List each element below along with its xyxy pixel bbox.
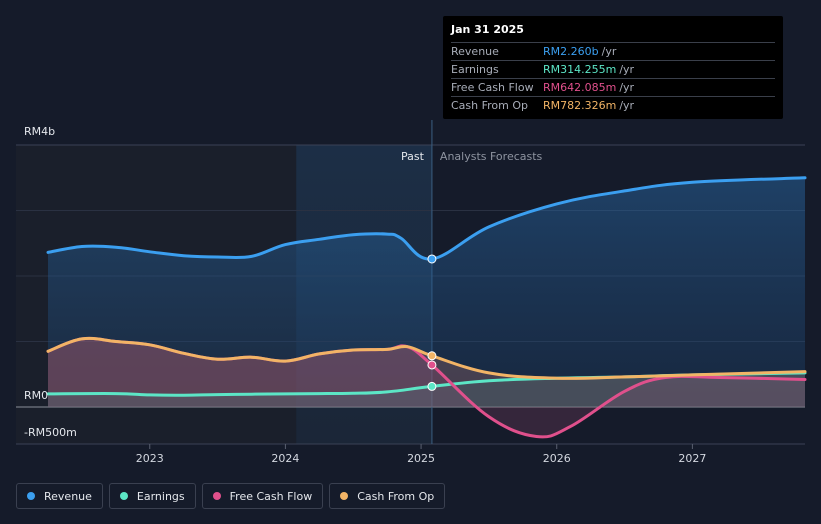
- legend-label: Earnings: [136, 489, 185, 503]
- tooltip-unit: /yr: [619, 81, 635, 94]
- y-tick-label: RM0: [24, 389, 48, 402]
- tooltip-unit: /yr: [619, 63, 635, 76]
- tooltip: Jan 31 2025 Revenue RM2.260b /yr Earning…: [443, 16, 783, 119]
- legend-item-revenue[interactable]: Revenue: [16, 483, 103, 509]
- cash-from-op-area: [48, 338, 805, 407]
- revenue-area: [48, 177, 805, 407]
- x-tick-label: 2026: [543, 452, 571, 465]
- tooltip-label: Free Cash Flow: [451, 81, 534, 94]
- legend-dot-revenue: [27, 492, 35, 500]
- legend-dot-free-cash-flow: [212, 492, 221, 500]
- earnings-marker: [427, 381, 437, 391]
- legend: Revenue Earnings Free Cash Flow Cash Fro…: [16, 483, 446, 509]
- revenue-line: [46, 176, 807, 261]
- tooltip-row-revenue: Revenue RM2.260b /yr: [451, 42, 775, 60]
- legend-label: Revenue: [44, 489, 92, 503]
- free-cash-flow-marker: [427, 360, 437, 370]
- tooltip-value: RM642.085m: [543, 81, 617, 94]
- tooltip-value: RM314.255m: [543, 63, 617, 76]
- past-label: Past: [401, 150, 425, 163]
- tooltip-date: Jan 31 2025: [451, 23, 524, 36]
- revenue-marker: [427, 254, 437, 264]
- x-tick-label: 2024: [271, 452, 299, 465]
- legend-label: Cash From Op: [357, 489, 435, 503]
- earnings-area: [48, 372, 805, 407]
- tooltip-value: RM2.260b: [543, 45, 599, 58]
- legend-label: Free Cash Flow: [229, 489, 313, 503]
- tooltip-label: Cash From Op: [451, 99, 529, 112]
- y-tick-label: RM4b: [24, 125, 55, 138]
- legend-item-free-cash-flow[interactable]: Free Cash Flow: [201, 483, 324, 509]
- x-tick-label: 2027: [678, 452, 706, 465]
- y-tick-label: -RM500m: [24, 426, 77, 439]
- tooltip-unit: /yr: [619, 99, 635, 112]
- legend-item-cash-from-op[interactable]: Cash From Op: [329, 483, 446, 509]
- tooltip-value: RM782.326m: [543, 99, 617, 112]
- legend-dot-earnings: [119, 492, 128, 500]
- legend-item-earnings[interactable]: Earnings: [108, 483, 196, 509]
- x-tick-label: 2023: [136, 452, 164, 465]
- x-tick-label: 2025: [407, 452, 435, 465]
- tooltip-row-cash-from-op: Cash From Op RM782.326m /yr: [451, 96, 775, 114]
- legend-dot-cash-from-op: [340, 492, 349, 500]
- tooltip-unit: /yr: [601, 45, 617, 58]
- tooltip-row-free-cash-flow: Free Cash Flow RM642.085m /yr: [451, 78, 775, 96]
- tooltip-row-earnings: Earnings RM314.255m /yr: [451, 60, 775, 78]
- forecast-label: Analysts Forecasts: [440, 150, 543, 163]
- tooltip-label: Revenue: [451, 45, 499, 58]
- cash-from-op-marker: [427, 351, 437, 361]
- tooltip-label: Earnings: [451, 63, 499, 76]
- cash-from-op-line: [46, 336, 807, 380]
